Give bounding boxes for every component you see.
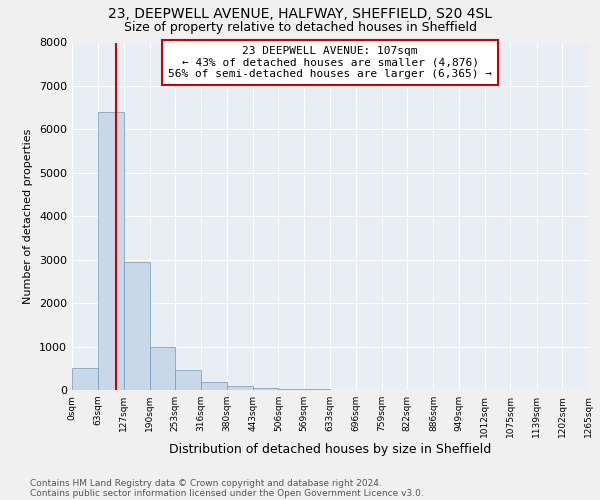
- Bar: [253, 388, 278, 390]
- Bar: [124, 262, 149, 390]
- Bar: [227, 386, 253, 390]
- Bar: [72, 368, 98, 390]
- Text: Contains HM Land Registry data © Crown copyright and database right 2024.: Contains HM Land Registry data © Crown c…: [30, 478, 382, 488]
- Y-axis label: Number of detached properties: Number of detached properties: [23, 128, 34, 304]
- Bar: [278, 388, 304, 390]
- Text: 23 DEEPWELL AVENUE: 107sqm
← 43% of detached houses are smaller (4,876)
56% of s: 23 DEEPWELL AVENUE: 107sqm ← 43% of deta…: [168, 46, 492, 79]
- Text: Contains public sector information licensed under the Open Government Licence v3: Contains public sector information licen…: [30, 488, 424, 498]
- Bar: [98, 112, 124, 390]
- Bar: [175, 370, 201, 390]
- Text: Size of property relative to detached houses in Sheffield: Size of property relative to detached ho…: [124, 21, 476, 34]
- Bar: [149, 346, 175, 390]
- X-axis label: Distribution of detached houses by size in Sheffield: Distribution of detached houses by size …: [169, 442, 491, 456]
- Text: 23, DEEPWELL AVENUE, HALFWAY, SHEFFIELD, S20 4SL: 23, DEEPWELL AVENUE, HALFWAY, SHEFFIELD,…: [108, 8, 492, 22]
- Bar: [201, 382, 227, 390]
